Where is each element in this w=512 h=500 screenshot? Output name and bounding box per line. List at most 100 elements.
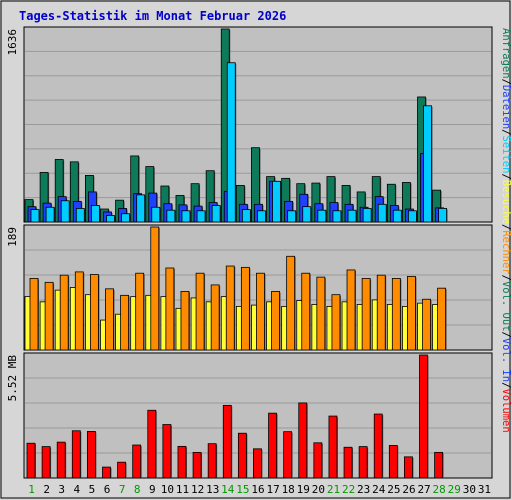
legend-segment-14: Volumen — [500, 388, 512, 432]
bar-volumen-day-13 — [207, 443, 217, 479]
bar-seiten-day-20 — [317, 209, 327, 223]
x-tick-day-17: 17 — [266, 483, 279, 496]
x-tick-day-22: 22 — [342, 483, 355, 496]
bar-seiten-day-14 — [226, 62, 236, 223]
bar-seiten-day-17 — [272, 180, 281, 223]
bar-volumen-day-20 — [313, 442, 323, 479]
bar-rechner-day-26 — [407, 276, 416, 351]
x-tick-day-6: 6 — [104, 483, 111, 496]
x-tick-day-14: 14 — [221, 483, 235, 496]
bar-volumen-day-3 — [56, 441, 66, 479]
bar-seiten-day-16 — [257, 210, 266, 223]
bar-seiten-day-21 — [332, 210, 342, 223]
bar-rechner-day-22 — [346, 269, 356, 351]
bar-rechner-day-27 — [422, 298, 431, 351]
x-tick-day-28: 28 — [433, 483, 446, 496]
bar-rechner-day-15 — [240, 266, 250, 351]
bar-seiten-day-22 — [347, 209, 357, 223]
bar-seiten-day-23 — [362, 208, 372, 223]
x-tick-day-1: 1 — [28, 483, 35, 496]
legend-segment-11: / — [500, 332, 512, 338]
bar-seiten-day-1 — [30, 209, 40, 223]
bar-seiten-day-9 — [151, 206, 161, 223]
bar-volumen-day-14 — [222, 404, 232, 479]
bar-rechner-day-5 — [89, 274, 99, 351]
bar-rechner-day-2 — [44, 281, 54, 351]
right-axis-legend-text: Anfragen/Dateien/Seiten/Besuche/Rechner/… — [500, 28, 512, 433]
legend-segment-4: Seiten — [500, 136, 512, 174]
bar-rechner-day-11 — [180, 291, 190, 351]
x-tick-day-29: 29 — [448, 483, 461, 496]
bar-rechner-day-20 — [316, 276, 326, 351]
bar-seiten-day-15 — [241, 209, 251, 223]
chart-title: Tages-Statistik im Monat Februar 2026 — [19, 9, 286, 23]
bar-seiten-day-28 — [438, 208, 448, 223]
bar-rechner-day-16 — [256, 272, 265, 351]
bar-rechner-day-10 — [165, 267, 175, 351]
x-tick-day-16: 16 — [251, 483, 264, 496]
bar-volumen-day-23 — [358, 446, 368, 479]
bar-volumen-day-7 — [117, 461, 126, 479]
x-tick-day-19: 19 — [297, 483, 310, 496]
x-tick-day-20: 20 — [312, 483, 325, 496]
bar-volumen-day-5 — [86, 431, 96, 479]
bar-volumen-day-25 — [388, 445, 398, 479]
bar-seiten-day-12 — [196, 210, 206, 223]
bar-rechner-day-24 — [376, 274, 386, 351]
bar-volumen-day-2 — [41, 446, 51, 479]
bar-rechner-day-12 — [195, 272, 205, 351]
bar-rechner-day-1 — [29, 278, 39, 351]
bar-volumen-day-17 — [268, 412, 277, 479]
x-tick-day-7: 7 — [119, 483, 126, 496]
x-tick-day-25: 25 — [387, 483, 400, 496]
bar-volumen-day-21 — [328, 415, 338, 479]
bar-rechner-day-19 — [301, 272, 311, 351]
bar-volumen-day-8 — [132, 444, 142, 479]
legend-segment-6: Besuche — [500, 180, 512, 224]
legend-segment-7: / — [500, 224, 512, 230]
x-tick-day-24: 24 — [372, 483, 386, 496]
bar-rechner-day-25 — [391, 278, 401, 351]
legend-segment-9: / — [500, 275, 512, 281]
bar-volumen-day-15 — [237, 432, 247, 479]
bar-rechner-day-23 — [361, 278, 371, 351]
legend-segment-1: / — [500, 79, 512, 85]
x-tick-day-23: 23 — [357, 483, 370, 496]
right-axis-legend: Anfragen/Dateien/Seiten/Besuche/Rechner/… — [500, 28, 512, 433]
y-max-label-1: 1636 — [6, 29, 19, 56]
legend-segment-2: Dateien — [500, 85, 512, 129]
bar-volumen-day-22 — [343, 446, 353, 479]
x-tick-day-3: 3 — [58, 483, 65, 496]
bar-seiten-day-5 — [90, 205, 100, 223]
bar-rechner-day-9 — [150, 226, 160, 351]
x-tick-day-31: 31 — [478, 483, 491, 496]
x-tick-day-27: 27 — [417, 483, 430, 496]
bar-seiten-day-24 — [377, 203, 387, 223]
bar-rechner-day-8 — [135, 272, 145, 351]
bar-rechner-day-17 — [271, 291, 280, 351]
y-max-label-2: 189 — [6, 227, 19, 247]
x-tick-day-4: 4 — [74, 483, 81, 496]
bar-seiten-day-4 — [75, 208, 85, 223]
bar-seiten-day-7 — [121, 213, 130, 223]
bar-volumen-day-6 — [102, 466, 111, 479]
legend-segment-3: / — [500, 129, 512, 135]
legend-segment-13: / — [500, 382, 512, 388]
bar-seiten-day-18 — [287, 210, 297, 223]
x-tick-day-11: 11 — [176, 483, 189, 496]
x-tick-day-5: 5 — [89, 483, 96, 496]
bar-volumen-day-16 — [253, 448, 262, 479]
bar-seiten-day-2 — [45, 206, 55, 223]
bar-volumen-day-10 — [162, 424, 172, 479]
bar-seiten-day-6 — [106, 215, 115, 223]
bar-volumen-day-11 — [177, 445, 187, 479]
bar-rechner-day-7 — [120, 294, 129, 351]
bar-seiten-day-13 — [211, 205, 221, 223]
bar-volumen-day-1 — [26, 442, 36, 479]
bar-seiten-day-10 — [166, 209, 176, 223]
x-tick-day-26: 26 — [402, 483, 415, 496]
bar-rechner-day-18 — [286, 255, 296, 351]
